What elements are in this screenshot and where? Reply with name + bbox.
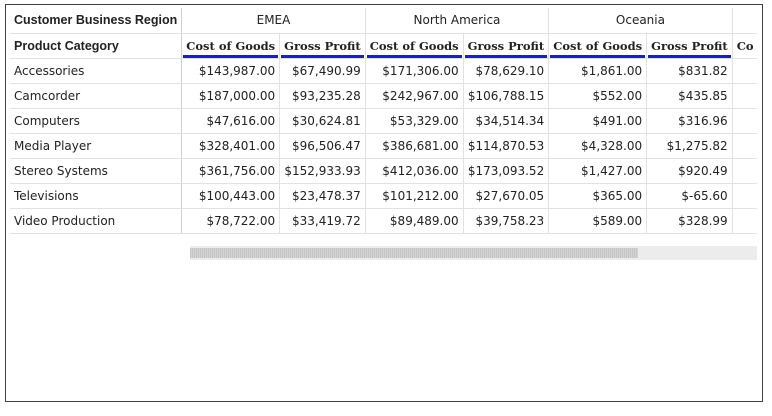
value-cell[interactable]: $1,275.82	[646, 133, 733, 159]
region-header-north-america[interactable]: North America	[365, 8, 550, 34]
value-cell[interactable]: $152,933.93	[279, 158, 366, 184]
measure-header-label: Gross Profit	[651, 38, 728, 53]
measure-header-gross-profit[interactable]: Gross Profit	[646, 33, 733, 59]
value-cell[interactable]: $1,861.00	[548, 58, 648, 84]
measure-header-label: Gross Profit	[467, 38, 545, 53]
value-cell[interactable]: $831.82	[646, 58, 733, 84]
measure-header-truncated[interactable]: Co	[732, 33, 757, 59]
measure-underline	[648, 54, 731, 57]
row-dimension-label[interactable]: Product Category	[10, 33, 183, 59]
table-row: Stereo Systems $361,756.00 $152,933.93 $412…	[10, 158, 757, 184]
value-cell[interactable]: $78,629.10	[463, 58, 550, 84]
value-cell[interactable]: $328.99	[646, 208, 733, 234]
value-cell[interactable]: $101,212.00	[365, 183, 464, 209]
region-header-emea[interactable]: EMEA	[181, 8, 366, 34]
value-cell[interactable]: $1,427.00	[548, 158, 648, 184]
measure-underline	[281, 54, 364, 57]
row-label[interactable]: Accessories	[10, 58, 183, 84]
value-cell[interactable]: $491.00	[548, 108, 648, 134]
table-row: Video Production $78,722.00 $33,419.72 $89,…	[10, 208, 757, 234]
value-cell[interactable]: $143,987.00	[181, 58, 281, 84]
measure-underline	[183, 54, 279, 57]
value-cell[interactable]: $27,670.05	[463, 183, 550, 209]
value-cell[interactable]: $100,443.00	[181, 183, 281, 209]
value-cell[interactable]: $67,490.99	[279, 58, 366, 84]
measure-header-label: Gross Profit	[284, 38, 361, 53]
value-cell[interactable]: $89,489.00	[365, 208, 464, 234]
value-cell[interactable]: $171,306.00	[365, 58, 464, 84]
horizontal-scrollbar[interactable]	[190, 246, 757, 260]
column-dimension-label[interactable]: Customer Business Region	[10, 8, 183, 34]
row-label[interactable]: Video Production	[10, 208, 183, 234]
value-cell[interactable]: $34,514.34	[463, 108, 550, 134]
value-cell[interactable]: $23,478.37	[279, 183, 366, 209]
value-cell[interactable]: $328,401.00	[181, 133, 281, 159]
value-cell[interactable]: $114,870.53	[463, 133, 550, 159]
value-cell[interactable]: $106,788.15	[463, 83, 550, 109]
value-cell[interactable]: $187,000.00	[181, 83, 281, 109]
value-cell[interactable]: $386,681.00	[365, 133, 464, 159]
value-cell[interactable]: $53,329.00	[365, 108, 464, 134]
table-row: Accessories $143,987.00 $67,490.99 $171,306…	[10, 58, 757, 84]
row-label[interactable]: Stereo Systems	[10, 158, 183, 184]
value-cell[interactable]: $47,616.00	[181, 108, 281, 134]
measure-header-label: Cost of Goods	[553, 38, 643, 53]
table-row: Televisions $100,443.00 $23,478.37 $101,212…	[10, 183, 757, 209]
pivot-body: Accessories $143,987.00 $67,490.99 $171,306…	[10, 58, 757, 234]
value-cell-truncated	[732, 158, 757, 184]
measure-header-cost-of-goods[interactable]: Cost of Goods	[548, 33, 648, 59]
measure-header-cost-of-goods[interactable]: Cost of Goods	[365, 33, 464, 59]
value-cell[interactable]: $316.96	[646, 108, 733, 134]
value-cell-truncated	[732, 83, 757, 109]
value-cell[interactable]: $361,756.00	[181, 158, 281, 184]
measure-underline	[464, 54, 548, 57]
measure-header-gross-profit[interactable]: Gross Profit	[463, 33, 550, 59]
value-cell[interactable]: $93,235.28	[279, 83, 366, 109]
value-cell[interactable]: $365.00	[548, 183, 648, 209]
pivot-table: Customer Business Region EMEA North Amer…	[10, 8, 757, 234]
measure-header-row: Product Category Cost of Goods Gross Pro…	[10, 33, 757, 59]
row-header-spacer	[10, 246, 190, 260]
value-cell[interactable]: $96,506.47	[279, 133, 366, 159]
value-cell[interactable]: $33,419.72	[279, 208, 366, 234]
pivot-grid: Customer Business Region EMEA North Amer…	[10, 8, 757, 248]
scrollbar-thumb[interactable]	[190, 248, 638, 258]
value-cell[interactable]: $552.00	[548, 83, 648, 109]
value-cell[interactable]: $242,967.00	[365, 83, 464, 109]
value-cell[interactable]: $4,328.00	[548, 133, 648, 159]
value-cell-truncated	[732, 208, 757, 234]
row-label[interactable]: Camcorder	[10, 83, 183, 109]
value-cell[interactable]: $589.00	[548, 208, 648, 234]
measure-header-label: Co	[736, 38, 754, 53]
pivot-table-panel: Customer Business Region EMEA North Amer…	[5, 4, 763, 402]
measure-header-gross-profit[interactable]: Gross Profit	[279, 33, 366, 59]
value-cell[interactable]: $920.49	[646, 158, 733, 184]
row-label[interactable]: Televisions	[10, 183, 183, 209]
value-cell[interactable]: $78,722.00	[181, 208, 281, 234]
value-cell-truncated	[732, 58, 757, 84]
measure-header-label: Cost of Goods	[186, 38, 276, 53]
measure-header-label: Cost of Goods	[369, 38, 459, 53]
table-row: Media Player $328,401.00 $96,506.47 $386,68…	[10, 133, 757, 159]
value-cell-truncated	[732, 108, 757, 134]
value-cell[interactable]: $412,036.00	[365, 158, 464, 184]
value-cell[interactable]: $30,624.81	[279, 108, 366, 134]
value-cell-truncated	[732, 133, 757, 159]
row-label[interactable]: Media Player	[10, 133, 183, 159]
value-cell[interactable]: $39,758.23	[463, 208, 550, 234]
measure-underline	[550, 54, 646, 57]
value-cell[interactable]: $-65.60	[646, 183, 733, 209]
table-row: Camcorder $187,000.00 $93,235.28 $242,967.0…	[10, 83, 757, 109]
value-cell[interactable]: $173,093.52	[463, 158, 550, 184]
row-label[interactable]: Computers	[10, 108, 183, 134]
measure-header-cost-of-goods[interactable]: Cost of Goods	[181, 33, 281, 59]
region-header-oceania[interactable]: Oceania	[548, 8, 733, 34]
value-cell-truncated	[732, 183, 757, 209]
table-row: Computers $47,616.00 $30,624.81 $53,329.00 $…	[10, 108, 757, 134]
measure-underline	[366, 54, 462, 57]
value-cell[interactable]: $435.85	[646, 83, 733, 109]
region-header-next	[732, 8, 757, 34]
region-header-row: Customer Business Region EMEA North Amer…	[10, 8, 757, 34]
